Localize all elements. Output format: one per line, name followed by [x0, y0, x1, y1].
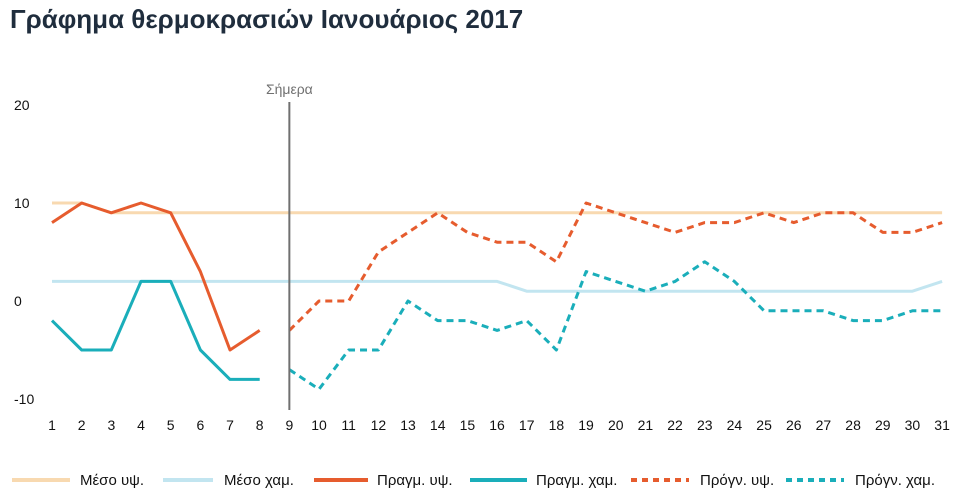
legend-label-5: Πρόγν. υψ.	[700, 472, 774, 489]
today-label: Σήμερα	[266, 81, 313, 97]
x-tick-label: 18	[549, 417, 565, 433]
x-tick-label: 4	[137, 417, 145, 433]
x-tick-label: 11	[341, 417, 356, 433]
y-tick-label: 20	[14, 97, 30, 113]
x-tick-label: 25	[756, 417, 772, 433]
x-tick-label: 13	[400, 417, 416, 433]
y-tick-label: -10	[14, 391, 34, 407]
x-tick-label: 22	[667, 417, 683, 433]
series-line-6	[288, 260, 943, 391]
legend-label-1: Μέσο υψ.	[80, 472, 144, 489]
x-tick-label: 21	[638, 417, 654, 433]
legend-label-4: Πραγμ. χαμ.	[536, 472, 617, 489]
series-line-5	[288, 201, 943, 332]
x-tick-label: 17	[519, 417, 535, 433]
legend-label-2: Μέσο χαμ.	[224, 472, 294, 489]
y-tick-label: 10	[14, 195, 30, 211]
x-tick-label: 20	[608, 417, 624, 433]
x-tick-label: 8	[256, 417, 264, 433]
x-tick-label: 16	[489, 417, 505, 433]
x-tick-label: 26	[786, 417, 802, 433]
series-layer	[50, 201, 943, 391]
x-tick-label: 6	[196, 417, 204, 433]
series-line-3	[51, 201, 261, 352]
series-line-1	[52, 201, 943, 215]
y-tick-label: 0	[14, 293, 22, 309]
series-line-4	[50, 279, 260, 381]
x-tick-label: 7	[226, 417, 234, 433]
y-axis-ticks: 20 10 0 -10	[14, 97, 34, 407]
x-tick-label: 31	[934, 417, 950, 433]
x-tick-label: 12	[371, 417, 387, 433]
legend-label-3: Πραγμ. υψ.	[377, 472, 453, 489]
x-tick-label: 1	[48, 417, 56, 433]
legend: Μέσο υψ. Μέσο χαμ. Πραγμ. υψ. Πραγμ. χαμ. Πρ…	[12, 472, 935, 489]
legend-label-6: Πρόγν. χαμ.	[855, 472, 935, 489]
series-line-2	[52, 279, 943, 293]
x-tick-label: 14	[430, 417, 446, 433]
x-tick-label: 9	[285, 417, 293, 433]
x-tick-label: 5	[167, 417, 175, 433]
today-marker-group: Σήμερα	[266, 81, 313, 410]
chart-title: Γράφημα θερμοκρασιών Ιανουάριος 2017	[10, 4, 524, 34]
x-tick-label: 2	[78, 417, 86, 433]
x-tick-label: 23	[697, 417, 713, 433]
x-tick-label: 24	[727, 417, 743, 433]
x-tick-label: 3	[107, 417, 115, 433]
x-tick-label: 28	[845, 417, 861, 433]
x-tick-label: 15	[460, 417, 476, 433]
x-tick-label: 30	[905, 417, 921, 433]
x-tick-label: 27	[816, 417, 832, 433]
x-tick-label: 19	[578, 417, 594, 433]
x-tick-label: 10	[311, 417, 327, 433]
x-axis-ticks: 1 2 3 4 5 6 7 8 9 10 11 12 13 14 15 16 17 18 19 20 21 22 23 24 2…	[48, 417, 950, 433]
x-tick-label: 29	[875, 417, 891, 433]
